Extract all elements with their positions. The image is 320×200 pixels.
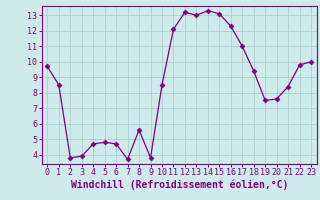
X-axis label: Windchill (Refroidissement éolien,°C): Windchill (Refroidissement éolien,°C) xyxy=(70,180,288,190)
